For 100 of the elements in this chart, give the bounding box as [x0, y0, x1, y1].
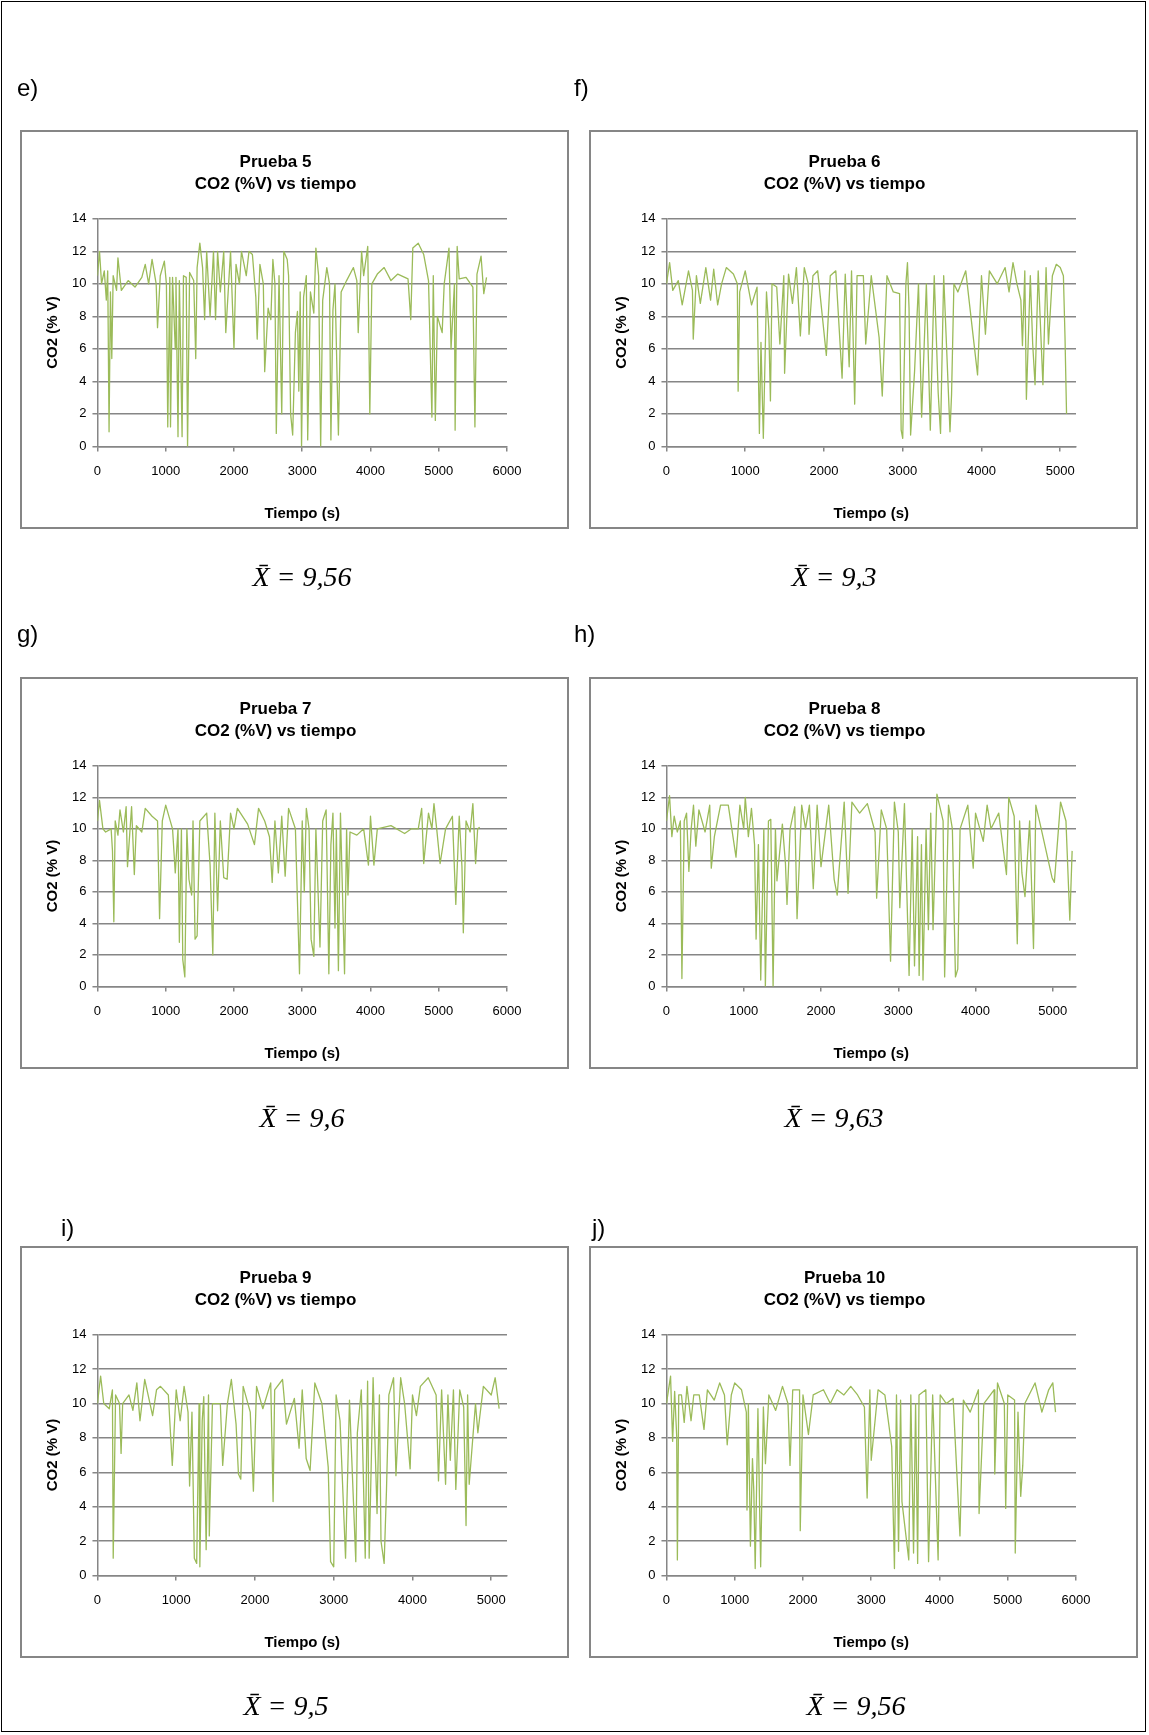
text: h)	[574, 620, 596, 648]
x-tick-label: 2000	[240, 1591, 270, 1607]
y-tick-label: 2	[79, 1532, 87, 1548]
y-tick-label: 10	[640, 275, 656, 291]
y-axis-title: CO2 (% V)	[43, 1418, 61, 1492]
x-tick-label: 1000	[151, 1002, 181, 1018]
x-tick-label: 2000	[219, 462, 249, 478]
x-tick-label: 4000	[356, 462, 385, 478]
y-tick-label: 0	[79, 1566, 87, 1582]
text: X̄ = 9,56	[806, 1690, 906, 1722]
x-axis-title: Tiempo (s)	[833, 1044, 910, 1062]
x-tick-label: 3000	[287, 462, 317, 478]
x-tick-label: 3000	[888, 462, 918, 478]
y-tick-label: 6	[648, 340, 656, 356]
y-tick-label: 0	[648, 1566, 656, 1582]
x-tick-label: 4000	[967, 462, 996, 478]
x-tick-label: 5000	[424, 1002, 454, 1018]
y-tick-label: 2	[648, 946, 656, 962]
y-tick-label: 8	[79, 851, 87, 867]
y-tick-label: 12	[640, 242, 656, 258]
y-axis-title: CO2 (% V)	[43, 296, 61, 369]
x-axis-title: Tiempo (s)	[264, 504, 341, 522]
y-tick-label: 4	[79, 914, 87, 930]
x-tick-label: 1000	[730, 462, 760, 478]
y-tick-label: 6	[648, 1463, 656, 1479]
x-tick-label: 6000	[492, 462, 522, 478]
x-tick-label: 4000	[356, 1002, 385, 1018]
text: X̄ = 9,5	[243, 1690, 329, 1722]
y-tick-label: 12	[640, 1360, 656, 1376]
y-tick-label: 10	[640, 820, 656, 836]
y-tick-label: 4	[648, 372, 656, 388]
chart-title: Prueba 9	[239, 1267, 312, 1287]
x-axis-title: Tiempo (s)	[833, 1633, 910, 1651]
y-tick-label: 14	[640, 757, 656, 773]
chart-subtitle: CO2 (%V) vs tiempo	[763, 174, 926, 194]
chart-subtitle: CO2 (%V) vs tiempo	[194, 1290, 357, 1310]
chart-subtitle: CO2 (%V) vs tiempo	[194, 174, 357, 194]
y-tick-label: 6	[79, 1463, 87, 1479]
text: X̄ = 9,3	[791, 561, 877, 593]
x-tick-label: 3000	[883, 1002, 913, 1018]
x-tick-label: 0	[93, 1591, 102, 1607]
x-tick-label: 0	[93, 462, 102, 478]
x-tick-label: 1000	[729, 1002, 759, 1018]
y-tick-label: 10	[640, 1395, 656, 1411]
y-tick-label: 10	[71, 820, 87, 836]
x-tick-label: 3000	[856, 1591, 886, 1607]
x-axis-title: Tiempo (s)	[833, 504, 910, 522]
text: X̄ = 9,6	[259, 1102, 345, 1134]
y-tick-label: 6	[648, 883, 656, 899]
x-axis-title: Tiempo (s)	[264, 1633, 341, 1651]
y-tick-label: 12	[71, 788, 87, 804]
chart-subtitle: CO2 (%V) vs tiempo	[763, 1290, 926, 1310]
y-tick-label: 4	[648, 1498, 656, 1514]
x-tick-label: 5000	[476, 1591, 506, 1607]
x-tick-label: 1000	[720, 1591, 750, 1607]
x-tick-label: 5000	[1045, 462, 1075, 478]
x-tick-label: 3000	[319, 1591, 349, 1607]
chart-subtitle: CO2 (%V) vs tiempo	[763, 721, 926, 741]
y-tick-label: 14	[640, 1326, 656, 1342]
y-tick-label: 12	[71, 242, 87, 258]
x-axis-title: Tiempo (s)	[264, 1044, 341, 1062]
chart-title: Prueba 8	[808, 698, 881, 718]
y-axis-title: CO2 (% V)	[612, 296, 630, 369]
y-tick-label: 2	[648, 405, 656, 421]
x-tick-label: 2000	[219, 1002, 249, 1018]
y-tick-label: 10	[71, 275, 87, 291]
x-tick-label: 2000	[788, 1591, 818, 1607]
y-tick-label: 0	[79, 437, 87, 453]
chart-subtitle: CO2 (%V) vs tiempo	[194, 721, 357, 741]
x-tick-label: 5000	[1038, 1002, 1068, 1018]
y-tick-label: 14	[640, 210, 656, 226]
y-tick-label: 4	[79, 1498, 87, 1514]
text: g)	[17, 620, 39, 648]
y-tick-label: 0	[648, 437, 656, 453]
x-tick-label: 0	[662, 462, 671, 478]
y-tick-label: 14	[71, 210, 87, 226]
x-tick-label: 0	[662, 1591, 671, 1607]
x-tick-label: 2000	[806, 1002, 836, 1018]
text: i)	[61, 1214, 75, 1242]
x-tick-label: 4000	[398, 1591, 427, 1607]
chart-title: Prueba 5	[239, 151, 312, 171]
y-tick-label: 8	[79, 1429, 87, 1445]
x-tick-label: 1000	[161, 1591, 191, 1607]
chart-title: Prueba 7	[239, 698, 312, 718]
x-tick-label: 3000	[287, 1002, 317, 1018]
y-tick-label: 0	[79, 977, 87, 993]
y-tick-label: 2	[79, 946, 87, 962]
text: e)	[17, 74, 39, 102]
y-tick-label: 6	[79, 883, 87, 899]
y-tick-label: 4	[648, 914, 656, 930]
y-tick-label: 8	[648, 1429, 656, 1445]
chart-title: Prueba 6	[808, 151, 881, 171]
x-tick-label: 0	[93, 1002, 102, 1018]
x-tick-label: 2000	[809, 462, 839, 478]
y-tick-label: 0	[648, 977, 656, 993]
y-axis-title: CO2 (% V)	[612, 1418, 630, 1492]
text: f)	[574, 74, 589, 102]
x-tick-label: 0	[662, 1002, 671, 1018]
text: X̄ = 9,63	[784, 1102, 884, 1134]
y-tick-label: 8	[648, 307, 656, 323]
